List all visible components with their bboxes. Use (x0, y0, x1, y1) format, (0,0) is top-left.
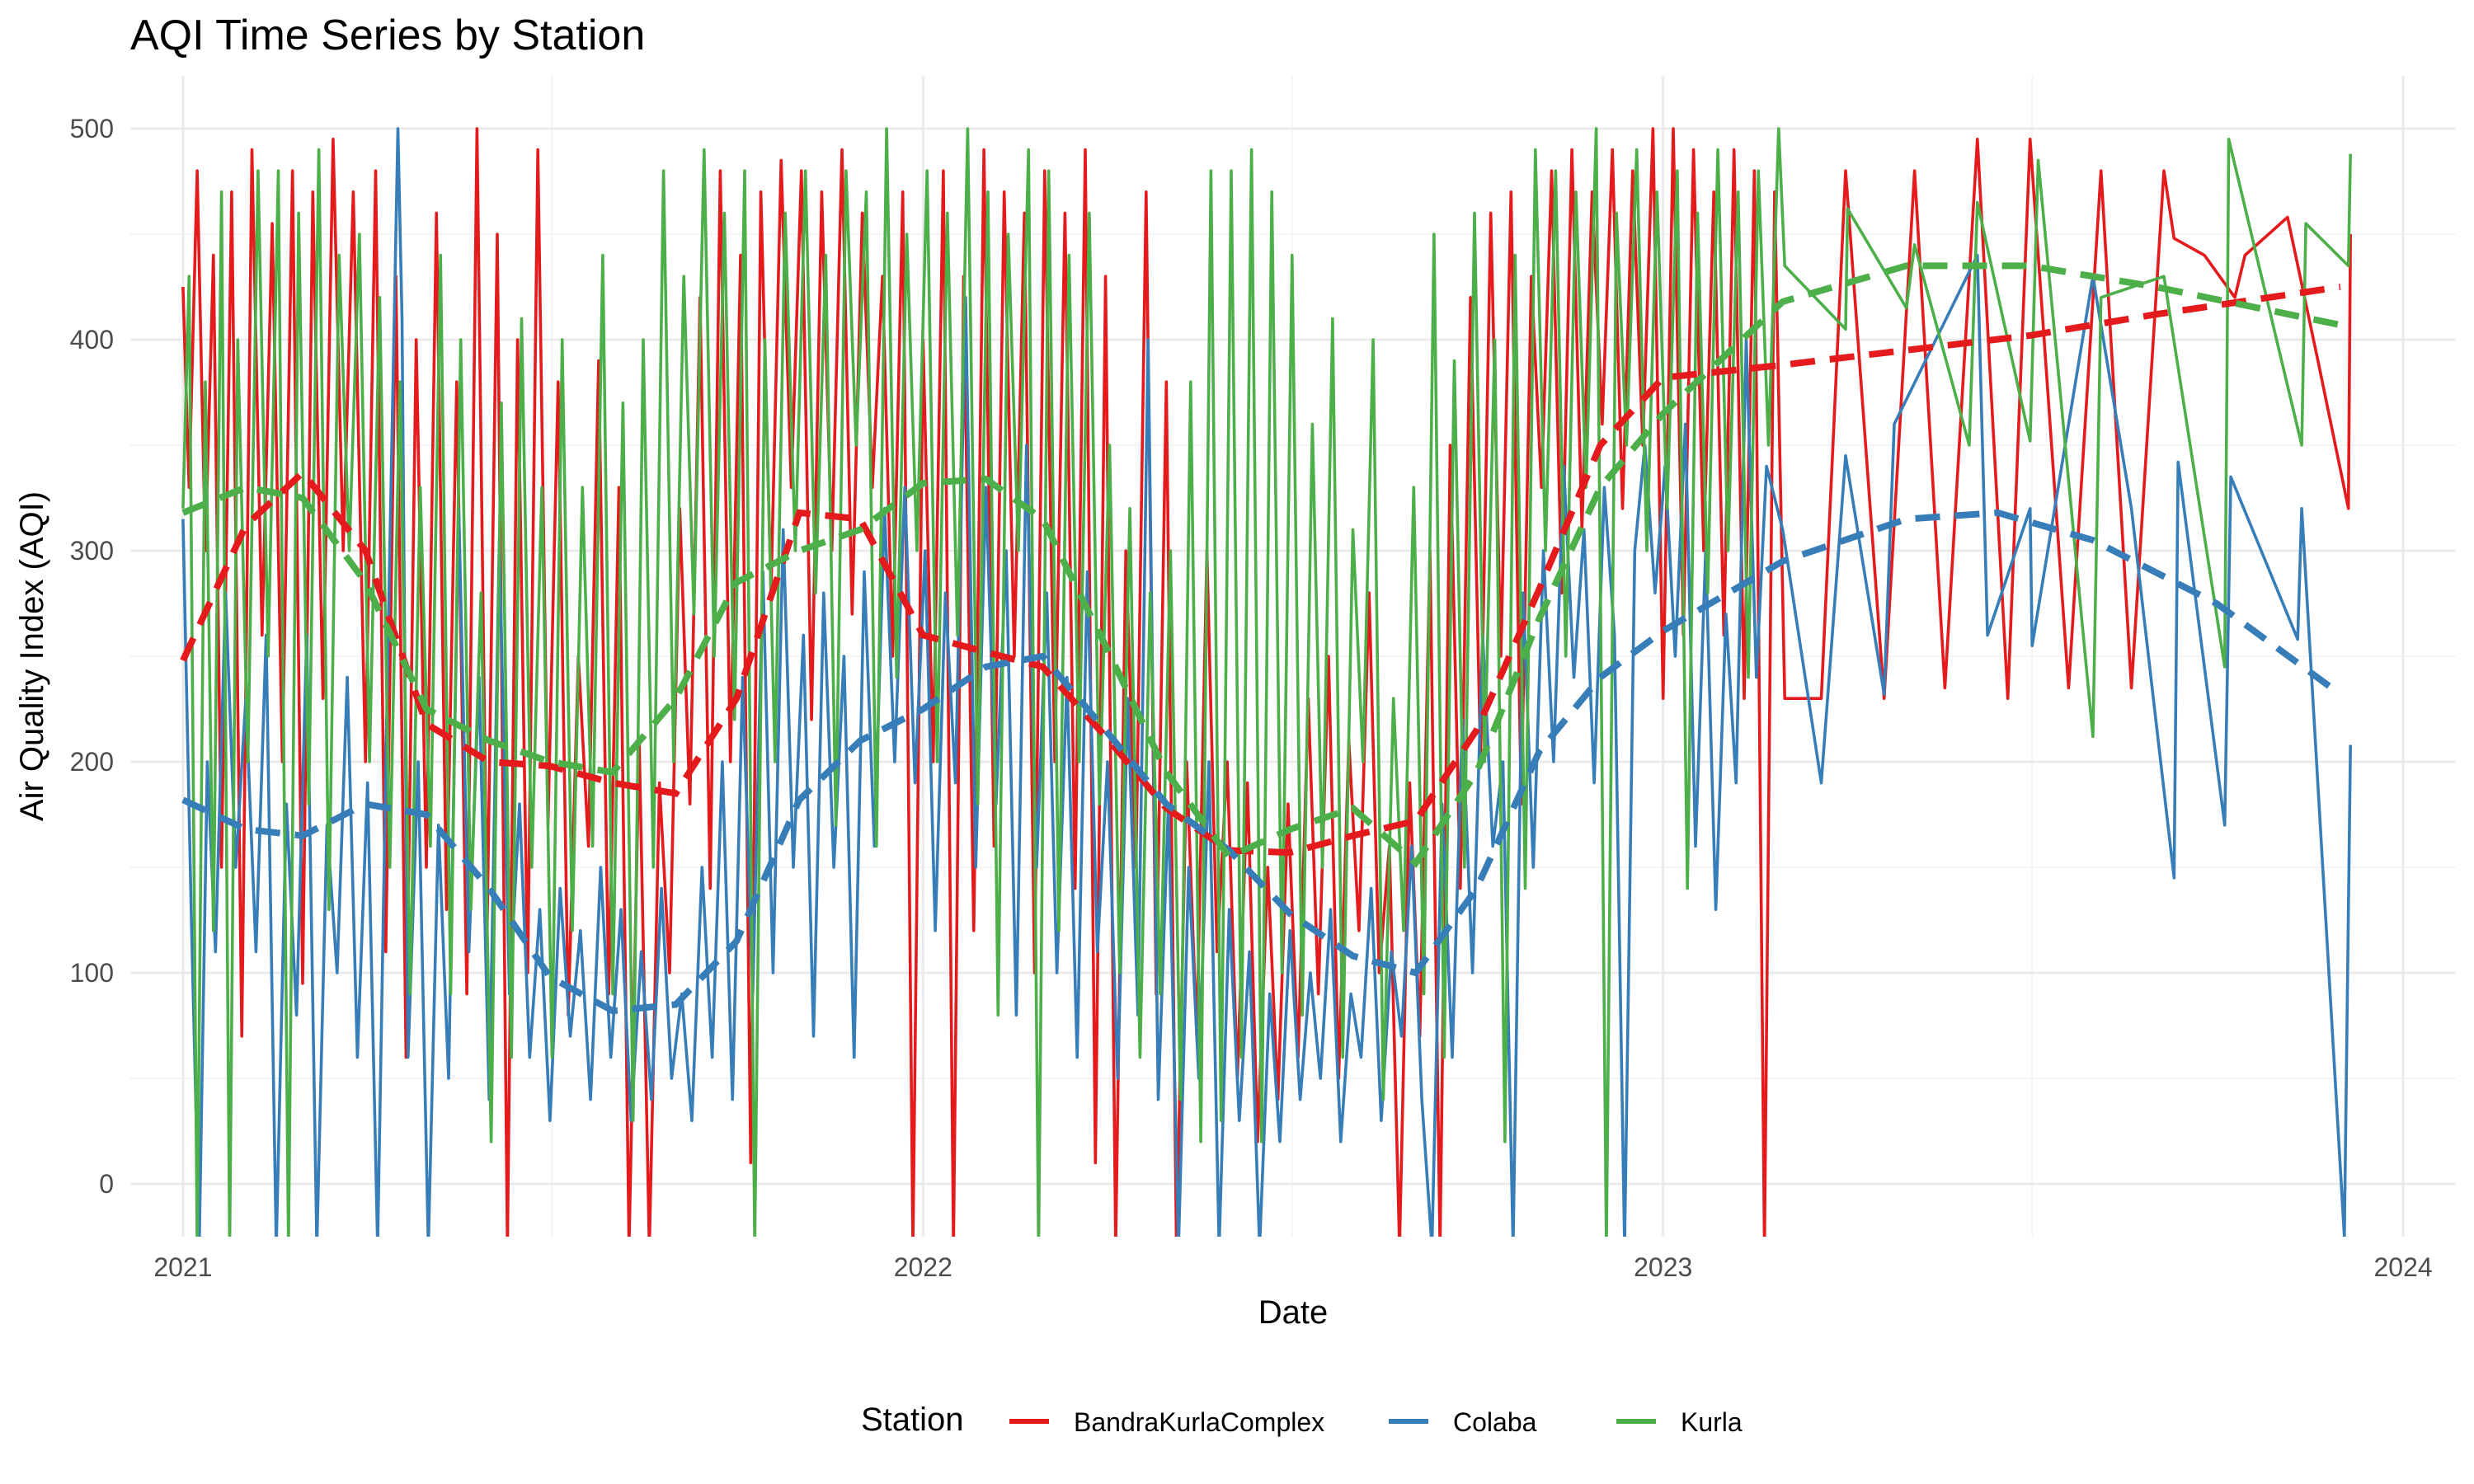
y-tick-label: 0 (99, 1169, 114, 1199)
legend: Station BandraKurlaComplex Colaba Kurla (861, 1402, 1743, 1438)
x-axis-tick-labels: 2021 2022 2023 2024 (153, 1252, 2432, 1282)
y-tick-label: 200 (70, 747, 114, 777)
y-axis-tick-labels: 0 100 200 300 400 500 (70, 114, 114, 1199)
legend-title: Station (861, 1402, 964, 1438)
series-line-kurla (181, 127, 2352, 1237)
legend-item-kurla: Kurla (1616, 1407, 1743, 1437)
legend-item-bandrakurlacomplex: BandraKurlaComplex (1009, 1407, 1324, 1437)
x-axis-title: Date (1258, 1294, 1329, 1331)
legend-item-colaba: Colaba (1389, 1407, 1537, 1437)
legend-items: BandraKurlaComplex Colaba Kurla (1009, 1407, 1743, 1437)
y-tick-label: 100 (70, 958, 114, 988)
chart-title: AQI Time Series by Station (130, 12, 645, 59)
legend-label: Kurla (1681, 1407, 1743, 1437)
x-tick-label: 2022 (894, 1252, 952, 1282)
y-tick-label: 500 (70, 114, 114, 143)
x-tick-label: 2024 (2373, 1252, 2432, 1282)
trend-line-colaba (181, 509, 2343, 1015)
x-tick-label: 2021 (153, 1252, 212, 1282)
y-tick-label: 300 (70, 536, 114, 566)
smooth-trend-lines (180, 262, 2343, 1015)
series-line-bandrakurlacomplex (181, 127, 2352, 1237)
trend-line-bandrakurlacomplex (180, 284, 2341, 857)
y-axis-title: Air Quality Index (AQI) (14, 491, 50, 821)
daily-series-lines (181, 127, 2352, 1237)
x-tick-label: 2023 (1634, 1252, 1692, 1282)
legend-label: Colaba (1453, 1407, 1537, 1437)
y-tick-label: 400 (70, 325, 114, 355)
legend-label: BandraKurlaComplex (1074, 1407, 1324, 1437)
